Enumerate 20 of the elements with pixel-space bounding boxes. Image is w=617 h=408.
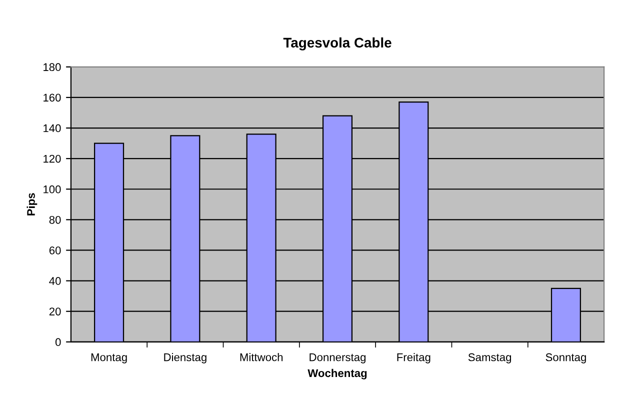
x-tick-label: Mittwoch: [240, 353, 283, 362]
y-tick-label: 140: [44, 124, 61, 132]
y-axis-title: Pips: [26, 193, 38, 216]
chart-title: Tagesvola Cable: [283, 37, 392, 50]
x-tick-label: Montag: [91, 353, 127, 364]
y-tick-label: 180: [44, 63, 61, 72]
y-tick-label: 40: [49, 277, 61, 285]
x-tick-label: Donnerstag: [310, 353, 366, 364]
y-tick-label: 0: [55, 338, 61, 346]
x-tick-label: Dienstag: [164, 353, 206, 364]
x-tick-label: Samstag: [468, 353, 512, 364]
y-tick-label: 100: [44, 185, 61, 194]
x-tick-label: Sonntag: [546, 353, 586, 364]
y-tick-label: 60: [49, 246, 61, 254]
y-tick-label: 120: [44, 154, 61, 163]
y-tick-label: 160: [44, 94, 61, 102]
x-tick-label: Freitag: [397, 353, 430, 364]
y-tick-label: 20: [49, 308, 61, 316]
x-axis-title: Wochentag: [308, 368, 367, 380]
y-tick-label: 80: [49, 216, 61, 224]
